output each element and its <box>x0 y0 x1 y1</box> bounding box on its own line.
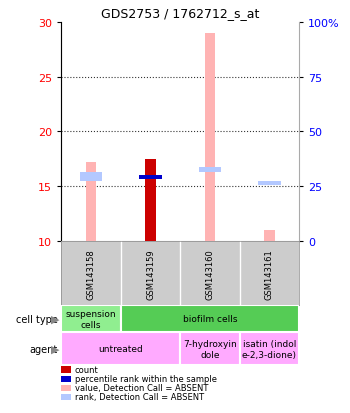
Text: ▶: ▶ <box>51 344 60 354</box>
Text: GSM143161: GSM143161 <box>265 248 274 299</box>
Text: isatin (indol
e-2,3-dione): isatin (indol e-2,3-dione) <box>242 339 297 358</box>
Text: count: count <box>75 365 98 374</box>
Bar <box>145 159 156 242</box>
Text: value, Detection Call = ABSENT: value, Detection Call = ABSENT <box>75 383 208 392</box>
Bar <box>258 181 281 186</box>
Text: cell type: cell type <box>16 314 58 324</box>
Text: agent: agent <box>29 344 58 354</box>
Text: percentile rank within the sample: percentile rank within the sample <box>75 374 217 383</box>
Bar <box>121 306 299 332</box>
Bar <box>240 332 299 366</box>
Text: untreated: untreated <box>98 344 143 354</box>
Bar <box>264 230 275 242</box>
Text: suspension
cells: suspension cells <box>66 309 116 329</box>
Bar <box>139 176 162 179</box>
Bar <box>180 332 240 366</box>
Text: biofilm cells: biofilm cells <box>183 315 237 323</box>
Title: GDS2753 / 1762712_s_at: GDS2753 / 1762712_s_at <box>101 7 259 20</box>
Text: GSM143158: GSM143158 <box>86 248 96 299</box>
Bar <box>86 163 96 242</box>
Bar <box>61 306 121 332</box>
Text: GSM143160: GSM143160 <box>205 248 215 299</box>
Text: ▶: ▶ <box>51 314 60 324</box>
Bar <box>61 332 180 366</box>
Text: 7-hydroxyin
dole: 7-hydroxyin dole <box>183 339 237 358</box>
Text: GSM143159: GSM143159 <box>146 248 155 299</box>
Bar <box>205 33 215 242</box>
Text: rank, Detection Call = ABSENT: rank, Detection Call = ABSENT <box>75 392 204 401</box>
Bar <box>199 167 221 173</box>
Bar <box>80 173 102 181</box>
